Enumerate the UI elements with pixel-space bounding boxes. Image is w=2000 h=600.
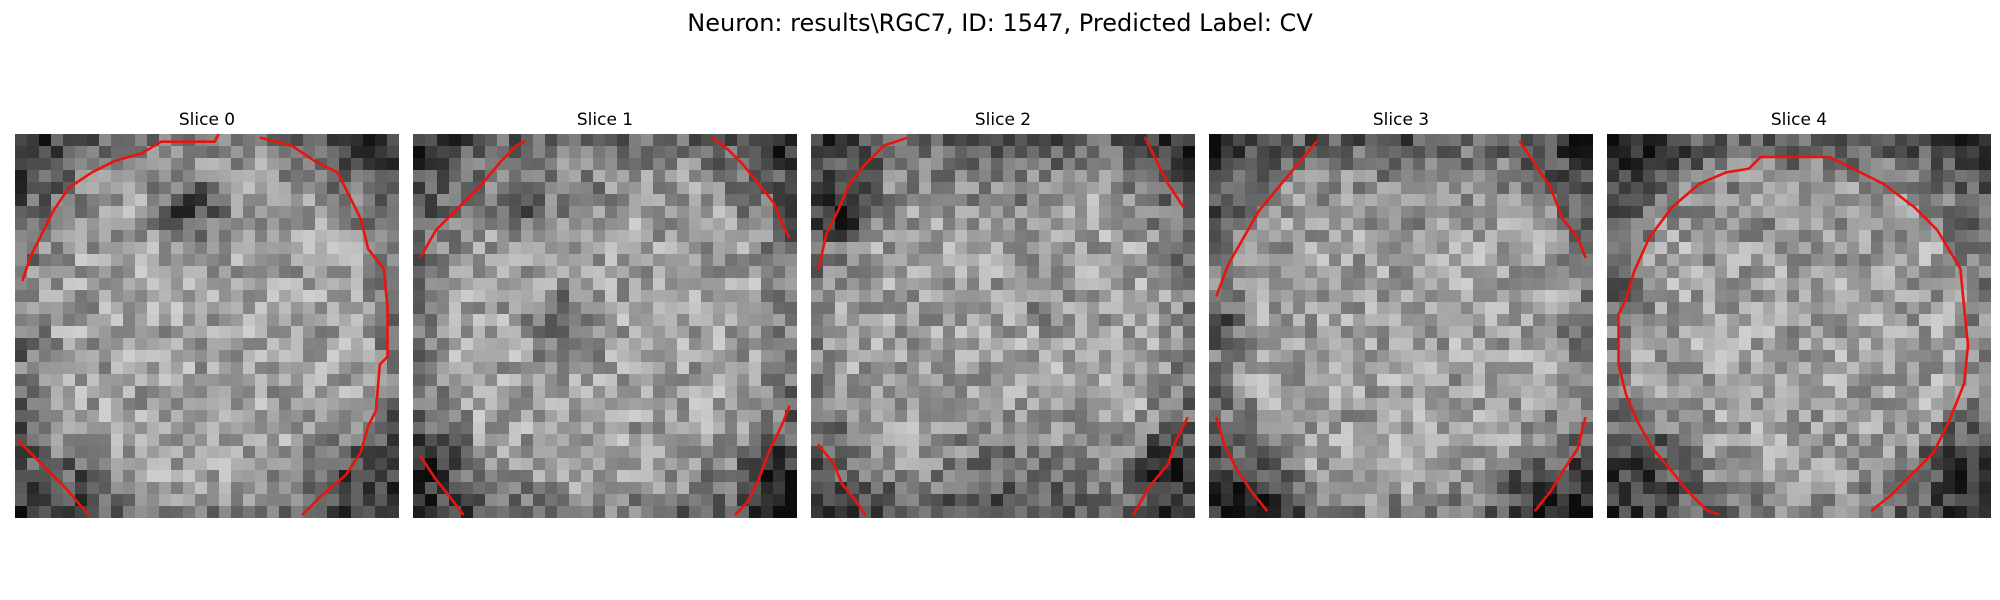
slice-image (413, 134, 797, 518)
contour-line (17, 439, 90, 516)
contour-line (259, 136, 389, 516)
slice-title: Slice 1 (576, 110, 634, 130)
slice-panel-4: Slice 4 (1607, 108, 1991, 518)
contour-line (817, 136, 909, 270)
slice-panel-0: Slice 0 (15, 108, 399, 518)
slice-panel-2: Slice 2 (811, 108, 1195, 518)
contour-line (419, 140, 526, 259)
slice-image (1607, 134, 1991, 518)
slice-title: Slice 2 (974, 110, 1032, 130)
contour-line (711, 136, 791, 239)
slice-panel-3: Slice 3 (1209, 108, 1593, 518)
pixel-grid (1209, 134, 1593, 518)
pixel-grid (413, 134, 797, 518)
pixel-grid (15, 134, 399, 518)
slice-title: Slice 3 (1372, 110, 1430, 130)
slice-title: Slice 4 (1770, 110, 1828, 130)
slice-image (1209, 134, 1593, 518)
contour-line (1215, 416, 1268, 512)
contour-line (1724, 155, 1970, 512)
contour-line (21, 134, 220, 282)
contour-line (734, 405, 791, 516)
figure-title: Neuron: results\RGC7, ID: 1547, Predicte… (687, 9, 1313, 37)
contour-line (1534, 416, 1587, 512)
contour-line (1617, 171, 1728, 516)
contour-line (1215, 140, 1318, 297)
contour-line (419, 455, 465, 516)
slice-title: Slice 0 (178, 110, 236, 130)
slice-image (811, 134, 1195, 518)
slice-image (15, 134, 399, 518)
contour-line (1143, 136, 1185, 209)
slice-panel-1: Slice 1 (413, 108, 797, 518)
pixel-grid (1607, 134, 1991, 518)
contour-line (817, 443, 867, 516)
contour-line (1132, 416, 1189, 516)
contour-line (1518, 140, 1587, 259)
pixel-grid (811, 134, 1195, 518)
